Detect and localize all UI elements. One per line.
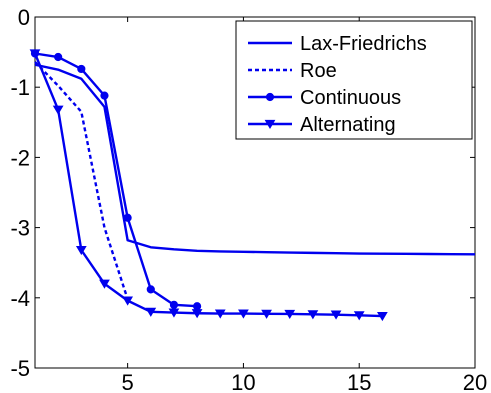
legend-box — [235, 20, 473, 140]
data-point-alternating — [29, 49, 41, 59]
series-line-roe — [34, 61, 129, 300]
legend-label: Lax-Friedrichs — [300, 33, 427, 55]
data-point-alternating — [145, 307, 157, 317]
data-point-continuous — [77, 64, 86, 74]
data-point-alternating — [261, 309, 272, 319]
series-line-alternating — [33, 53, 383, 318]
data-point-alternating — [214, 309, 226, 319]
x-tick-label: 15 — [347, 370, 371, 393]
data-point-continuous — [54, 52, 63, 62]
data-point-continuous — [193, 302, 202, 311]
data-point-alternating — [191, 309, 203, 319]
data-point-alternating — [284, 309, 296, 319]
data-point-alternating — [168, 308, 180, 318]
series-lines — [33, 52, 476, 318]
y-tick-label: -1 — [10, 75, 30, 100]
data-point-alternating — [353, 311, 365, 321]
x-tick-label: 5 — [122, 370, 134, 393]
axes: 5 10 15 20 0 -1 -2 -3 -4 -5 — [10, 5, 487, 393]
data-point-alternating — [307, 310, 319, 320]
data-point-alternating — [99, 279, 110, 289]
legend-label: Continuous — [300, 87, 401, 109]
legend-marker — [265, 92, 275, 102]
series-markers — [29, 49, 388, 322]
data-point-continuous — [100, 91, 109, 100]
series-line-continuous — [34, 52, 198, 308]
x-tick-label: 10 — [231, 370, 255, 393]
data-point-continuous — [169, 300, 179, 309]
series-line-lax-friedrichs — [34, 63, 476, 256]
y-tick-label: -5 — [10, 356, 30, 381]
data-point-alternating — [376, 311, 388, 322]
x-tick-label: 20 — [463, 370, 487, 393]
data-point-alternating — [75, 245, 87, 256]
data-point-continuous — [146, 285, 155, 294]
y-tick-label: -3 — [10, 216, 30, 241]
data-point-continuous — [123, 213, 132, 222]
legend-label: Roe — [300, 60, 337, 82]
data-point-alternating — [122, 296, 134, 306]
y-tick-label: -4 — [10, 286, 30, 311]
data-point-alternating — [238, 309, 249, 319]
legend-marker — [264, 119, 276, 130]
y-tick-label: 0 — [18, 5, 30, 30]
legend-label: Alternating — [300, 114, 396, 136]
y-tick-label: -2 — [10, 145, 30, 170]
data-point-alternating — [52, 105, 64, 115]
data-point-alternating — [330, 310, 342, 320]
legend: Lax-Friedrichs Roe Continuous Alternating — [235, 20, 473, 140]
